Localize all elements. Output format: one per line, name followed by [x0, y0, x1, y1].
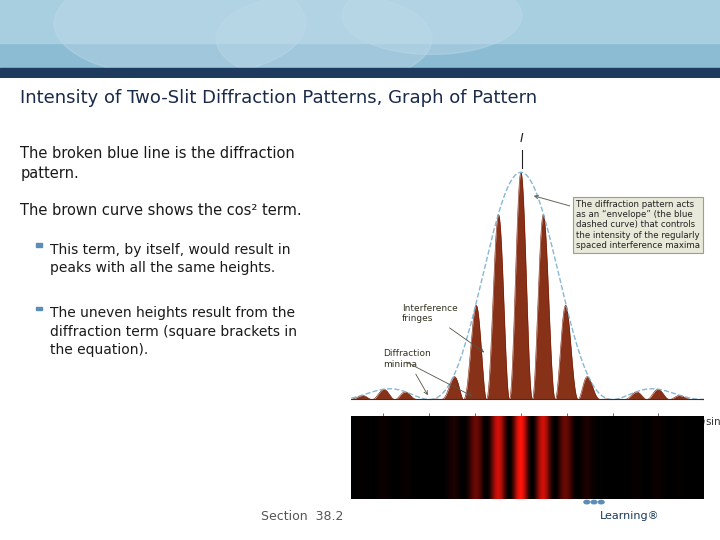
- Text: Interference
fringes: Interference fringes: [402, 304, 484, 352]
- Bar: [36, 244, 42, 247]
- Text: CENGAGE: CENGAGE: [598, 487, 662, 500]
- Circle shape: [591, 501, 597, 504]
- Bar: [0, 0, 720, 43]
- Text: Intensity of Two-Slit Diffraction Patterns, Graph of Pattern: Intensity of Two-Slit Diffraction Patter…: [20, 89, 537, 107]
- Text: Learning®: Learning®: [600, 511, 660, 521]
- Ellipse shape: [54, 0, 306, 78]
- Bar: [36, 307, 42, 310]
- Circle shape: [598, 501, 604, 504]
- Ellipse shape: [216, 0, 432, 85]
- Text: $\frac{\pi}{\lambda}a\sin\theta$: $\frac{\pi}{\lambda}a\sin\theta$: [693, 415, 720, 433]
- Text: Diffraction
minima: Diffraction minima: [384, 349, 431, 394]
- Text: $I$: $I$: [519, 132, 524, 145]
- Circle shape: [584, 501, 590, 504]
- Text: This term, by itself, would result in
peaks with all the same heights.: This term, by itself, would result in pe…: [50, 243, 291, 275]
- Bar: [0, 69, 720, 78]
- Text: The uneven heights result from the
diffraction term (square brackets in
the equa: The uneven heights result from the diffr…: [50, 306, 297, 357]
- Text: Section  38.2: Section 38.2: [261, 510, 343, 523]
- Ellipse shape: [342, 0, 522, 55]
- Text: The diffraction pattern acts
as an “envelope” (the blue
dashed curve) that contr: The diffraction pattern acts as an “enve…: [535, 195, 700, 250]
- Text: The brown curve shows the cos² term.: The brown curve shows the cos² term.: [20, 203, 302, 218]
- Text: The broken blue line is the diffraction
pattern.: The broken blue line is the diffraction …: [20, 146, 295, 181]
